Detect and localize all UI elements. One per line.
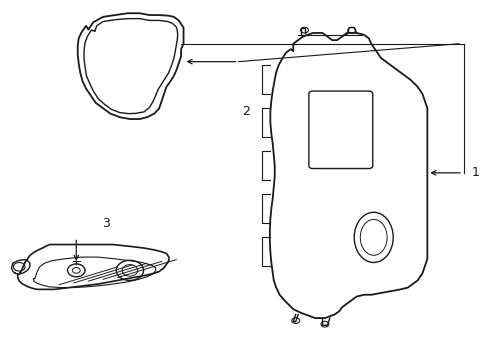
Text: 1: 1 <box>470 166 478 179</box>
Text: 3: 3 <box>102 217 109 230</box>
Text: 2: 2 <box>242 105 249 118</box>
